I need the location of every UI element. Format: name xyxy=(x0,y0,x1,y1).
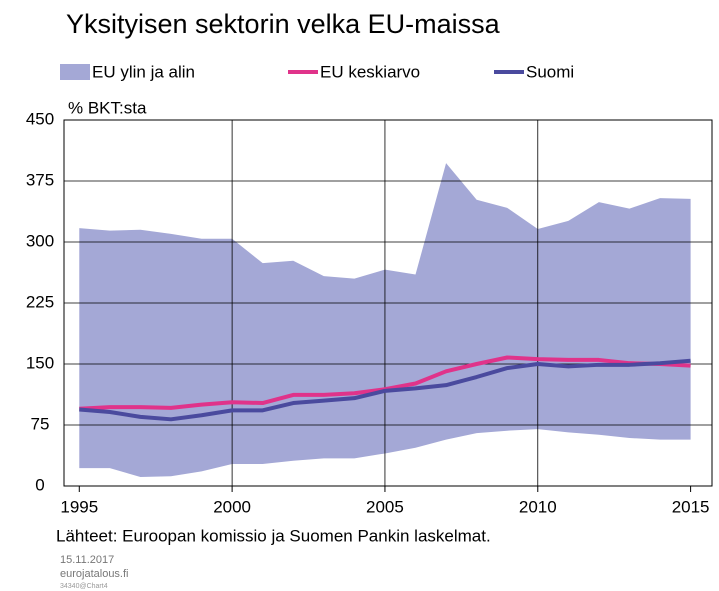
legend-label: EU keskiarvo xyxy=(320,62,420,81)
x-tick-label: 1995 xyxy=(60,497,98,516)
y-tick-label: 450 xyxy=(26,109,54,128)
x-tick-label: 2000 xyxy=(213,497,251,516)
y-tick-label: 225 xyxy=(26,292,54,311)
y-axis-label: % BKT:sta xyxy=(68,98,147,117)
legend-label: Suomi xyxy=(526,62,574,81)
x-tick-label: 2015 xyxy=(672,497,710,516)
x-tick-label: 2005 xyxy=(366,497,404,516)
x-tick-label: 2010 xyxy=(519,497,557,516)
y-tick-label: 300 xyxy=(26,231,54,250)
y-tick-label: 375 xyxy=(26,170,54,189)
footer-id: 34340@Chart4 xyxy=(60,583,108,590)
y-tick-label: 75 xyxy=(31,414,50,433)
footer-date: 15.11.2017 xyxy=(60,554,114,566)
y-tick-label: 0 xyxy=(35,475,44,494)
footer-site: eurojatalous.fi xyxy=(60,568,129,580)
plot-frame xyxy=(63,119,713,487)
source: Lähteet: Euroopan komissio ja Suomen Pan… xyxy=(56,526,491,545)
chart-title: Yksityisen sektorin velka EU-maissa xyxy=(66,9,501,39)
legend-label: EU ylin ja alin xyxy=(92,62,195,81)
series-line xyxy=(79,358,691,422)
y-tick-label: 150 xyxy=(26,353,54,372)
legend-swatch xyxy=(60,64,90,80)
